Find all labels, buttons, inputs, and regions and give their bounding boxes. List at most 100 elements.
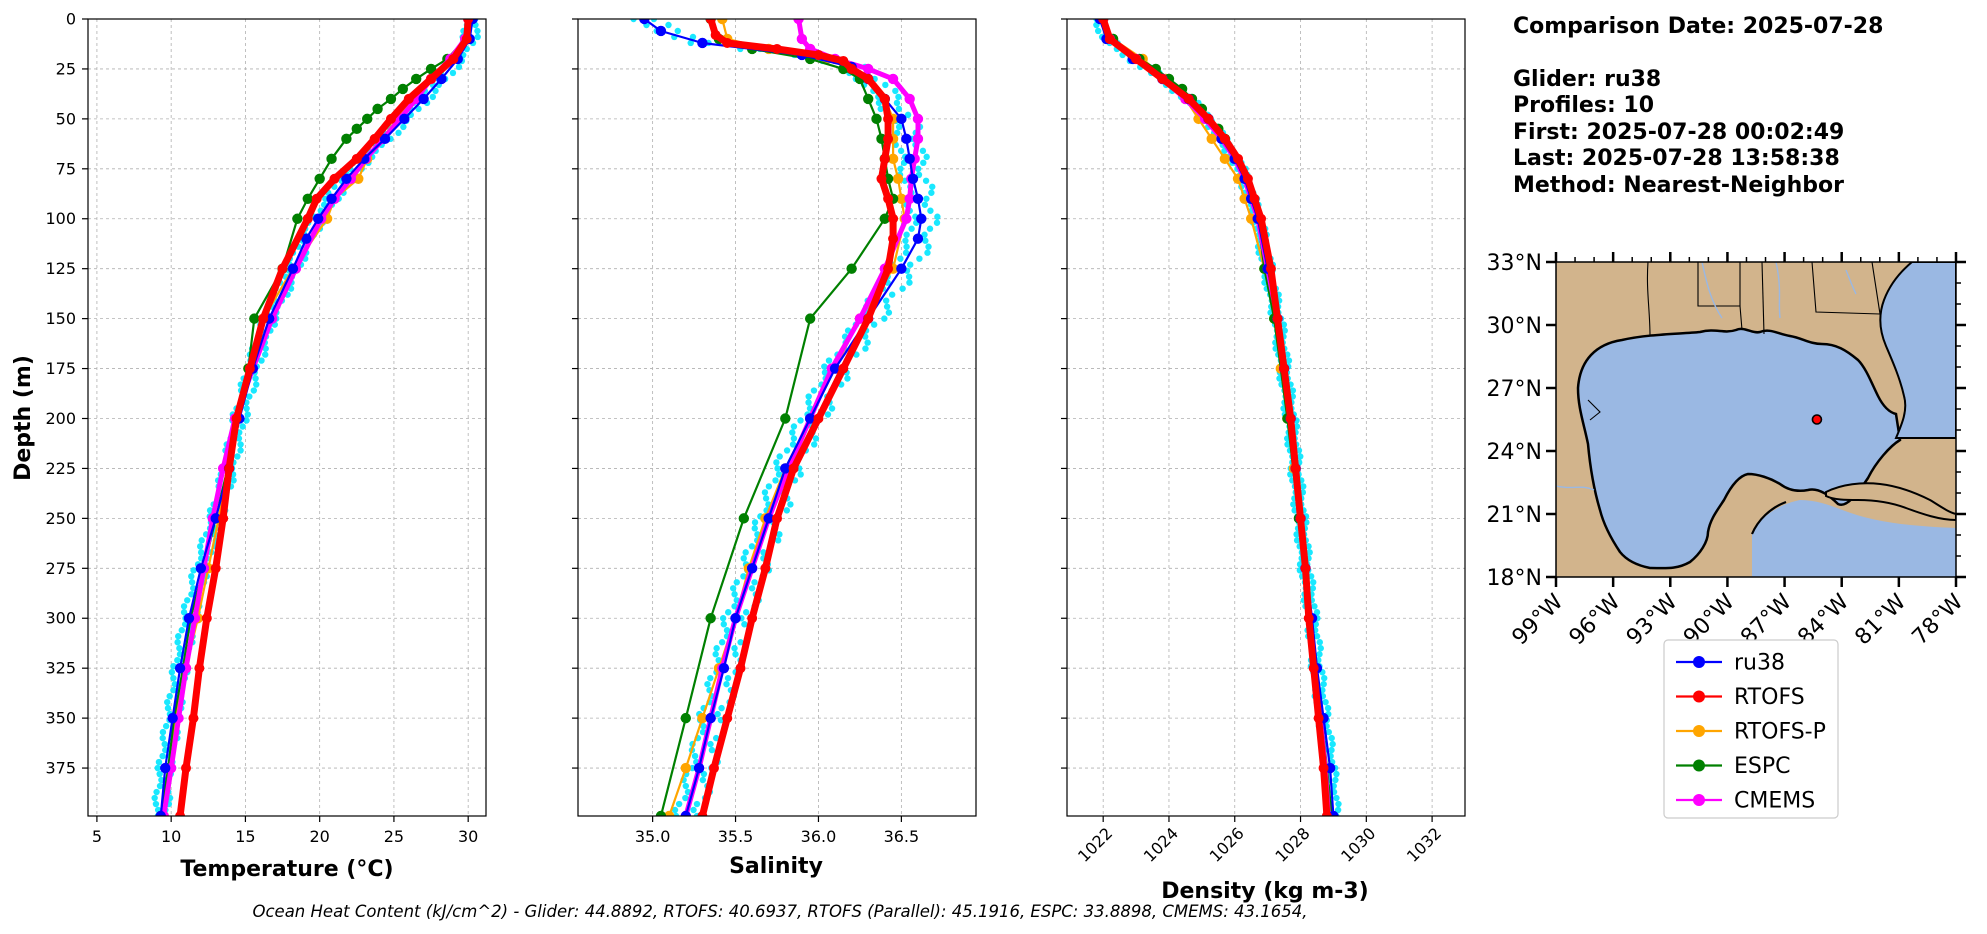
map-lon-label: 81°W [1850,589,1911,650]
raw-profile-point [1293,531,1300,538]
raw-profile-point [1328,734,1335,742]
series-point-espc [871,113,882,125]
series-point-rtofs [722,713,733,724]
raw-profile-point [789,429,796,436]
x-tick-label: 30 [458,827,478,846]
salinity-y-ticks [572,18,578,769]
series-point-rtofs [1157,73,1168,84]
raw-profile-point [455,63,463,71]
raw-profile-point [1316,651,1323,658]
raw-profile-point [1335,800,1342,808]
raw-profile-point [915,165,922,173]
series-point-ru38 [183,613,195,624]
salinity-axis-label: Salinity [729,854,823,879]
raw-profile-point [237,447,244,454]
series-point-rtofs [813,413,824,424]
series-point-rtofs [224,463,235,474]
gulf-of-mexico-map: 18°N21°N24°N27°N30°N33°N 99°W96°W93°W90°… [1487,251,1969,650]
series-point-espc [804,313,816,324]
first-profile-time: First: 2025-07-28 00:02:49 [1513,119,1845,145]
series-point-rtofs-p [887,153,899,165]
raw-profile-point [159,734,166,742]
raw-profile-point [864,339,871,346]
raw-profile-point [164,698,171,706]
series-point-rtofs-p [1219,153,1231,165]
raw-profile-point [665,21,672,29]
y-tick-label: 200 [45,409,76,428]
raw-profile-point [432,87,439,95]
raw-profile-point [720,621,727,628]
cuba [1825,482,1956,522]
series-point-rtofs [1308,663,1319,674]
map-lon-label: 99°W [1508,589,1569,650]
raw-profile-point [1281,327,1288,334]
raw-profile-point [881,315,888,322]
interpolation-method: Method: Nearest-Neighbor [1513,172,1844,198]
series-point-rtofs [231,413,242,424]
raw-profile-point [790,435,798,442]
raw-profile-point [729,585,737,592]
raw-profile-point [700,770,708,778]
raw-profile-point [188,573,195,580]
raw-profile-point [704,680,711,688]
raw-profile-point [928,189,935,196]
raw-profile-point [751,525,758,532]
raw-profile-point [1094,27,1102,35]
raw-profile-point [474,27,481,35]
raw-profile-point [707,740,714,748]
series-point-ru38 [155,810,166,816]
comparison-date: Comparison Date: 2025-07-28 [1513,14,1884,39]
raw-profile-point [707,674,714,682]
raw-profile-point [733,579,740,586]
raw-profile-point [1311,603,1318,610]
legend-item-ru38: ru38 [1676,651,1785,676]
raw-profile-point [674,27,681,35]
raw-profile-point [1313,609,1321,616]
x-tick-label: 35.5 [718,827,754,846]
series-point-rtofs [1249,193,1260,204]
raw-profile-point [239,423,246,430]
raw-profile-point [230,477,237,484]
series-point-rtofs [838,363,849,374]
raw-profile-point [1322,698,1329,706]
raw-profile-point [1290,501,1297,508]
raw-profile-point [174,656,181,664]
raw-profile-point [474,33,481,41]
x-tick-label: 1024 [1140,824,1182,866]
raw-profile-point [862,345,869,352]
series-line-rtofs [698,19,897,816]
raw-profile-point [740,555,747,562]
raw-profile-point [180,609,188,616]
temperature-panel: 5 10 15 20 25 30 0 25 50 75 100 125 150 175 200 225 250… [11,10,487,882]
raw-profile-point [1329,740,1336,748]
series-point-rtofs [175,811,186,816]
raw-profile-point [1325,728,1332,736]
series-point-ru38 [901,133,912,145]
series-point-rtofs [385,113,396,124]
series-point-espc [397,83,409,95]
raw-profile-point [882,81,889,89]
raw-profile-point [1333,770,1340,778]
series-point-rtofs [1265,263,1276,274]
raw-profile-point [262,345,269,352]
density-axis-label: Density (kg m-3) [1161,879,1369,904]
raw-profile-point [152,800,160,808]
series-point-ru38 [904,153,915,165]
series-point-rtofs [461,33,472,44]
series-point-rtofs [1313,713,1324,724]
series-point-espc [411,73,422,85]
raw-profile-point [805,393,812,400]
legend-marker [1693,759,1705,772]
series-point-rtofs [883,133,894,144]
raw-profile-point [246,393,253,400]
raw-profile-point [751,519,759,526]
raw-profile-point [253,381,260,388]
density-x-ticks: 1022 1024 1026 1028 1030 1032 [1074,816,1445,866]
y-tick-label: 50 [56,109,76,128]
series-point-ru38 [746,563,758,574]
raw-profile-point [731,603,738,610]
raw-profile-point [400,123,407,131]
series-point-rtofs [403,93,414,104]
raw-profile-point [687,39,694,47]
raw-profile-point [175,633,182,640]
